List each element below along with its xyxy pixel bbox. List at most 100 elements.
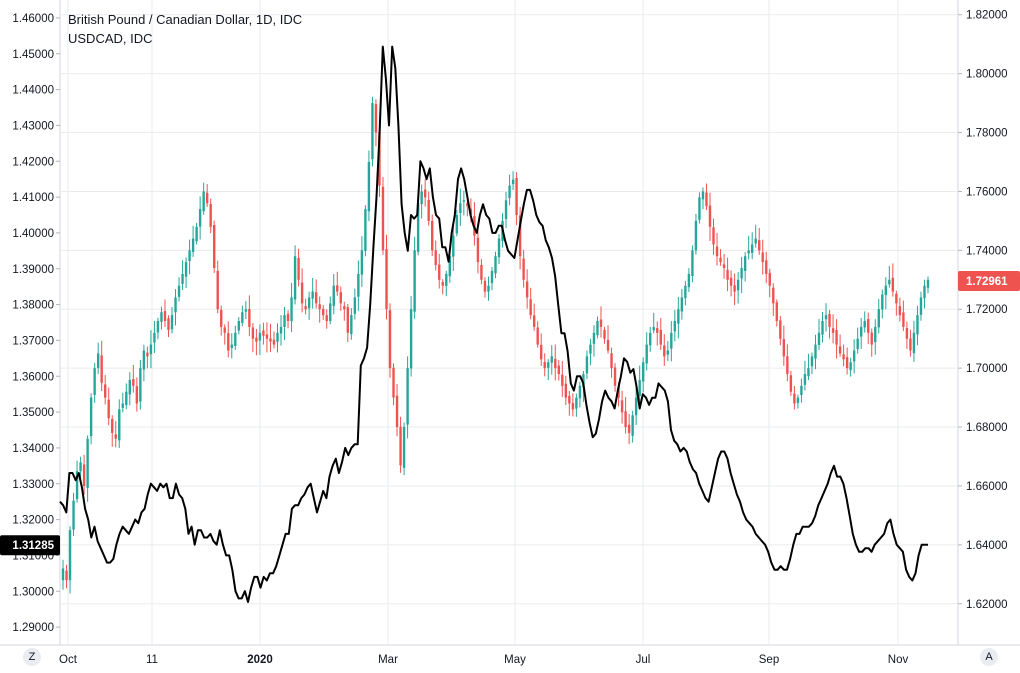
candle	[128, 372, 132, 406]
candle	[170, 306, 174, 334]
candle-body	[898, 306, 902, 316]
candle	[831, 314, 835, 344]
candle-body	[888, 279, 891, 285]
candle-body	[420, 191, 423, 205]
left-tick-label: 1.35000	[12, 407, 54, 419]
candle	[286, 310, 290, 329]
candle	[905, 321, 909, 349]
candle	[923, 279, 926, 309]
candle-body	[923, 285, 926, 299]
candle-body	[743, 256, 747, 271]
candle-body	[902, 312, 905, 327]
candle-body	[258, 332, 262, 341]
candle	[670, 321, 673, 362]
left-scale-button[interactable]: Z	[23, 648, 41, 666]
candle	[543, 353, 546, 377]
candle	[916, 305, 919, 346]
candle	[350, 308, 353, 340]
candle	[540, 333, 543, 367]
candle	[86, 435, 89, 502]
candle	[293, 245, 297, 305]
candle	[645, 332, 648, 371]
candle-body	[434, 250, 437, 266]
time-label: 11	[146, 654, 158, 666]
candle-body	[212, 225, 216, 269]
candle-body	[919, 297, 923, 315]
candle	[216, 260, 219, 314]
candle-body	[357, 273, 360, 297]
candle	[395, 383, 399, 437]
candle-body	[75, 471, 79, 500]
candle-body	[265, 334, 269, 339]
candle	[736, 272, 740, 304]
candle-body	[631, 415, 634, 436]
candle	[103, 375, 107, 405]
candle-body	[480, 264, 483, 280]
candle-body	[406, 368, 409, 425]
left-tick-label: 1.34000	[12, 443, 54, 455]
candle-body	[325, 315, 328, 322]
candle-body	[234, 332, 237, 346]
candle	[561, 361, 564, 397]
left-tick-label: 1.40000	[12, 228, 54, 240]
candle-body	[687, 273, 691, 288]
candle	[68, 526, 72, 594]
candle-body	[177, 285, 181, 297]
candle-body	[198, 209, 202, 227]
candle	[279, 315, 283, 346]
candle	[796, 394, 800, 409]
candle	[845, 347, 849, 375]
right-price-axis: 1.82000 1.80000 1.78000 1.76000 1.74000 1.720…	[958, 10, 1008, 611]
left-tick-label: 1.37000	[12, 335, 54, 347]
candle-body	[578, 385, 582, 399]
candle	[606, 325, 610, 354]
right-tick-label: 1.64000	[966, 540, 1008, 552]
candle-body	[775, 302, 779, 322]
candle	[585, 350, 589, 380]
candle	[445, 270, 448, 297]
candle	[455, 210, 459, 237]
candle-body	[135, 386, 139, 404]
candle	[114, 421, 117, 448]
candle	[754, 224, 757, 248]
candle-body	[290, 297, 293, 322]
candle	[93, 362, 96, 403]
candle	[610, 347, 613, 378]
candle	[578, 381, 582, 408]
candle-body	[329, 303, 332, 321]
candle-body	[121, 403, 124, 408]
candle	[202, 182, 205, 215]
candle-body	[459, 203, 462, 213]
candle-body	[483, 280, 487, 292]
candle	[61, 559, 65, 590]
auto-scale-button[interactable]: A	[980, 648, 998, 666]
candle	[891, 263, 895, 297]
candle-body	[431, 220, 434, 251]
candle	[849, 357, 852, 377]
candle-body	[311, 291, 314, 299]
candle-body	[293, 256, 297, 300]
candle	[525, 269, 529, 309]
candle-body	[367, 161, 371, 212]
candle	[765, 251, 768, 284]
candle	[867, 312, 870, 345]
candle-body	[596, 321, 599, 336]
candle-body	[336, 285, 339, 292]
candle	[244, 301, 248, 319]
right-tick-label: 1.82000	[966, 10, 1008, 22]
candle-body	[522, 258, 525, 280]
candle-body	[332, 285, 335, 306]
candle-body	[564, 383, 568, 398]
candle-body	[139, 368, 142, 402]
candle	[248, 295, 251, 337]
candle	[111, 415, 114, 447]
right-tick-label: 1.78000	[966, 128, 1008, 140]
time-label: 2020	[247, 654, 273, 666]
candle	[307, 291, 311, 320]
candle-body	[708, 205, 712, 227]
candle	[568, 390, 571, 416]
left-tick-label: 1.30000	[12, 586, 54, 598]
candle-body	[297, 257, 300, 280]
candle-body	[448, 256, 451, 277]
